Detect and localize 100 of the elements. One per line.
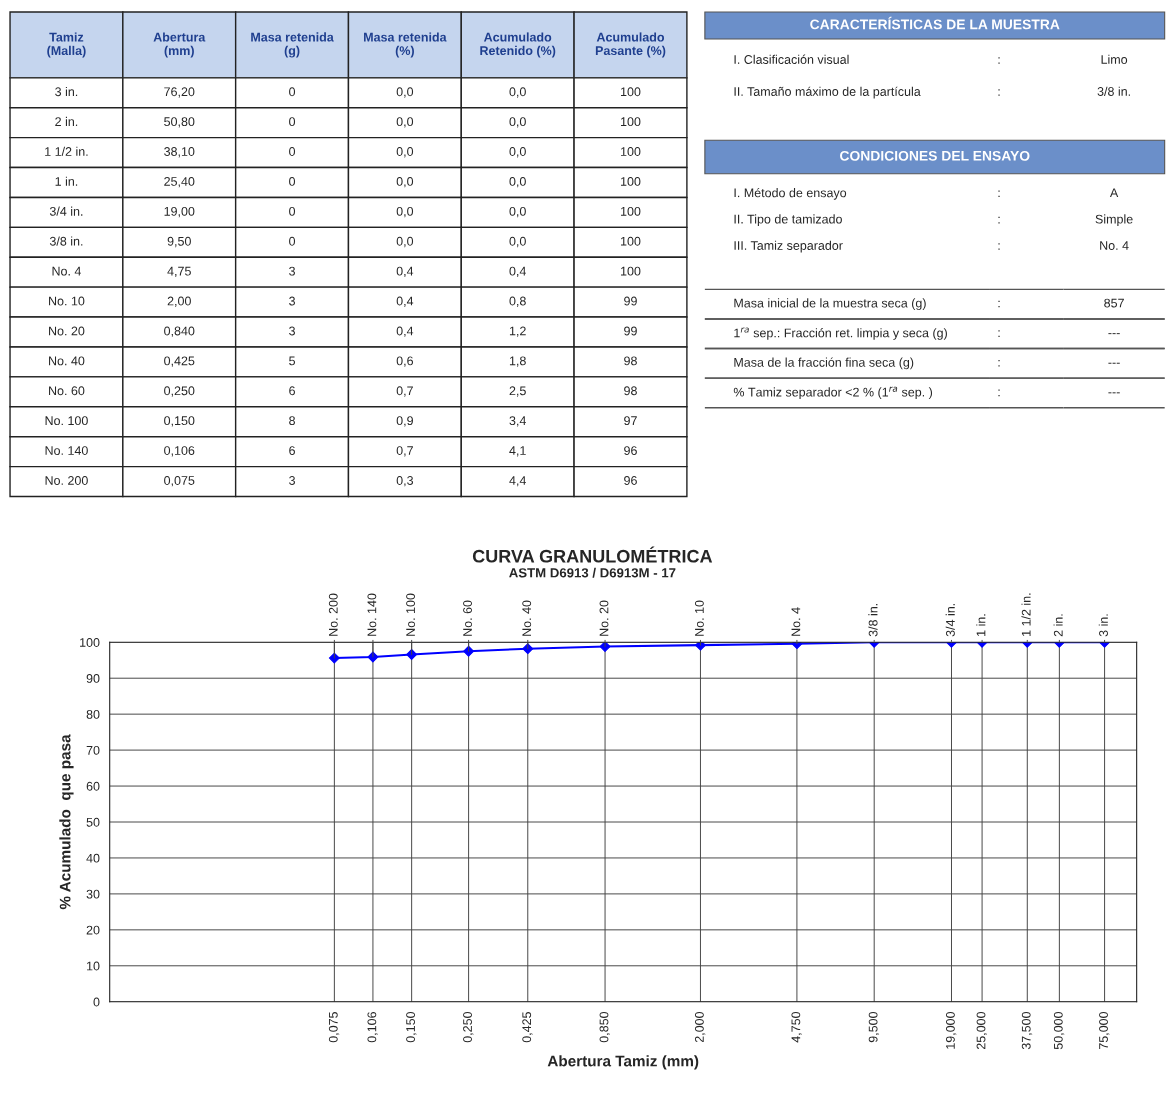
annotation: 1 1/2 in. bbox=[1021, 593, 1031, 636]
y-tick-label: 70 bbox=[86, 745, 100, 755]
text: 0,0 bbox=[509, 206, 526, 218]
text: 0 bbox=[289, 87, 296, 97]
text: 19,00 bbox=[164, 206, 195, 218]
text: 0,4 bbox=[509, 266, 526, 278]
text: --- bbox=[1108, 333, 1120, 335]
text: 0,0 bbox=[396, 117, 414, 128]
x-tick-label: 0,250 bbox=[463, 1011, 474, 1043]
x-axis-title: Abertura Tamiz (mm) bbox=[547, 1055, 699, 1070]
text: : bbox=[998, 389, 1000, 397]
text: 100 bbox=[621, 117, 641, 127]
chart-subtitle: ASTM D6913 / D6913M - 17 bbox=[509, 567, 676, 578]
annotation: No. 4 bbox=[791, 607, 801, 636]
text: 1$^{ra}$ sep.: Fracción ret. limpia y seca (g) bbox=[734, 327, 947, 340]
text: : bbox=[998, 300, 1000, 308]
y-tick-label: 90 bbox=[86, 674, 100, 683]
text: 0,075 bbox=[164, 476, 195, 487]
text: No. 10 bbox=[49, 296, 85, 306]
text: No. 20 bbox=[49, 326, 85, 336]
annotation: No. 60 bbox=[463, 600, 472, 636]
category-label: Acumulado Pasante (%) bbox=[595, 32, 666, 58]
text: 0,0 bbox=[509, 117, 526, 128]
text: 0 bbox=[289, 236, 296, 246]
category-label: Tamiz (Malla) bbox=[47, 32, 86, 58]
text: : bbox=[998, 243, 1000, 250]
text: No. 100 bbox=[45, 416, 88, 426]
y-tick-label: 30 bbox=[86, 889, 100, 899]
text: 3,4 bbox=[509, 416, 526, 427]
text: 100 bbox=[621, 236, 641, 246]
annotation: No. 100 bbox=[406, 593, 415, 636]
text: 6 bbox=[289, 386, 295, 396]
annotation: No. 20 bbox=[599, 600, 609, 636]
text: : bbox=[998, 190, 1000, 198]
text: A bbox=[1109, 188, 1119, 198]
text: I. Clasificación visual bbox=[734, 54, 849, 64]
text: 98 bbox=[624, 386, 637, 396]
y-tick-label: 50 bbox=[86, 817, 100, 827]
x-tick-label: 75,000 bbox=[1099, 1011, 1110, 1050]
x-tick-label: 9,500 bbox=[868, 1011, 880, 1043]
y-tick-label: 10 bbox=[87, 961, 100, 971]
text: 2 in. bbox=[55, 116, 78, 126]
category-label: Acumulado Retenido (%) bbox=[480, 32, 556, 58]
x-tick-label: 2,000 bbox=[694, 1011, 706, 1043]
text: 38,10 bbox=[164, 147, 195, 158]
text: % Tamiz separador <2 % (1$^{ra}$ sep. ) bbox=[733, 386, 933, 400]
y-tick-label: 80 bbox=[86, 709, 100, 719]
text: 0,7 bbox=[396, 386, 413, 397]
text: 0,9 bbox=[396, 416, 413, 427]
text: 0,7 bbox=[396, 446, 413, 457]
text: 0,150 bbox=[164, 416, 195, 427]
text: 0,8 bbox=[509, 296, 526, 307]
text: : bbox=[998, 89, 1000, 96]
text: 0,840 bbox=[164, 326, 195, 337]
text: 4,4 bbox=[509, 476, 526, 487]
text: 4,75 bbox=[167, 266, 191, 278]
text: 100 bbox=[621, 266, 641, 276]
text: Masa inicial de la muestra seca (g) bbox=[734, 298, 926, 310]
text: 0,250 bbox=[164, 386, 195, 397]
text: 0,0 bbox=[509, 236, 526, 248]
text: 99 bbox=[624, 296, 637, 306]
text: 100 bbox=[621, 206, 641, 216]
text: 3 in. bbox=[55, 86, 78, 97]
x-tick-label: 0,850 bbox=[599, 1011, 610, 1043]
text: 100 bbox=[621, 177, 641, 186]
text: : bbox=[998, 216, 1000, 224]
text: Masa de la fracción fina seca (g) bbox=[734, 357, 914, 370]
x-tick-label: 0,075 bbox=[328, 1011, 340, 1043]
text: 857 bbox=[1104, 298, 1124, 308]
text: 0,6 bbox=[396, 356, 414, 367]
x-tick-label: 0,425 bbox=[522, 1011, 533, 1043]
x-tick-label: 0,106 bbox=[367, 1012, 378, 1043]
text: 0,106 bbox=[164, 446, 195, 457]
text: 0,4 bbox=[396, 326, 414, 337]
text: 3/4 in. bbox=[49, 206, 83, 216]
y-tick-label: 0 bbox=[93, 997, 100, 1007]
text: 6 bbox=[289, 446, 295, 455]
annotation: 1 in. bbox=[976, 614, 986, 636]
text: 3/8 in. bbox=[49, 236, 83, 246]
annotation: 3 in. bbox=[1098, 614, 1108, 637]
annotation: No. 140 bbox=[367, 593, 377, 636]
y-tick-label: 20 bbox=[86, 925, 100, 935]
text: No. 140 bbox=[45, 446, 88, 455]
y-tick-label: 40 bbox=[86, 853, 100, 863]
text: 99 bbox=[624, 326, 637, 336]
text: II. Tipo de tamizado bbox=[734, 214, 842, 227]
text: 96 bbox=[624, 476, 637, 485]
text: Simple bbox=[1095, 214, 1133, 227]
text: 2,5 bbox=[509, 386, 526, 397]
category-label: Abertura (mm) bbox=[153, 32, 206, 58]
text: 0,0 bbox=[509, 147, 526, 158]
x-tick-label: 37,500 bbox=[1021, 1011, 1033, 1050]
text: III. Tamiz separador bbox=[734, 240, 843, 253]
text: 0,4 bbox=[396, 266, 414, 278]
text: 97 bbox=[624, 416, 637, 426]
text: 0 bbox=[289, 177, 296, 186]
text: 98 bbox=[624, 356, 637, 366]
text: 100 bbox=[621, 147, 641, 156]
text: 0,425 bbox=[164, 356, 195, 367]
text: 0 bbox=[289, 206, 296, 216]
